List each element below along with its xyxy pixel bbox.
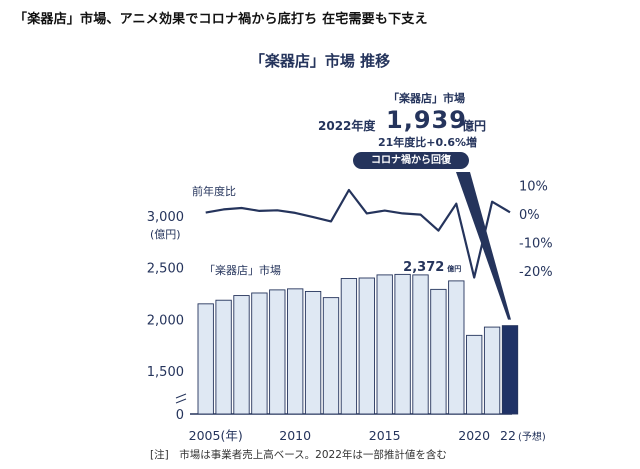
left-axis-tick: 2,000 — [147, 313, 184, 328]
line-series-label: 前年度比 — [192, 184, 236, 198]
chart-title: 「楽器店」市場 推移 — [249, 52, 391, 70]
annotation-unit: 億円 — [462, 119, 487, 133]
bar-2016 — [394, 273, 411, 415]
right-axis-tick: -10% — [519, 237, 553, 252]
x-tick-label: 22 — [500, 428, 516, 443]
bar-2019 — [448, 280, 465, 415]
bar-2017 — [412, 274, 429, 415]
footnote: [注] 市場は事業者売上高ベース。2022年は一部推計値を含む — [150, 449, 447, 461]
bar-2011 — [304, 290, 322, 415]
bar-2013 — [340, 278, 358, 415]
annotation-value: 1,939 — [386, 106, 467, 134]
bar-2007 — [233, 295, 250, 415]
bar-series-label: 「楽器店」市場 — [204, 263, 281, 277]
x-tick-label: 2020 — [458, 428, 490, 443]
left-axis-tick: 3,000 — [147, 210, 184, 225]
annotation-year: 2022年度 — [318, 119, 376, 133]
axis-break-mark — [175, 393, 187, 399]
bar-2010 — [287, 288, 304, 415]
recovery-arrow — [456, 172, 511, 320]
right-axis-tick: 10% — [519, 179, 548, 194]
x-tick-label: (予想) — [518, 430, 546, 443]
yoy-line — [205, 188, 511, 279]
x-tick-label: 2005(年) — [189, 428, 243, 443]
right-axis-tick: 0% — [519, 208, 540, 223]
bar-2005 — [197, 303, 214, 415]
bar-2022 — [501, 325, 519, 415]
bar-2012 — [322, 297, 340, 415]
left-axis-tick: 1,500 — [147, 365, 184, 380]
bar-2015 — [376, 274, 393, 415]
bar-2014 — [358, 277, 375, 415]
headline: 「楽器店」市場、アニメ効果でコロナ禍から底打ち 在宅需要も下支え — [14, 12, 428, 27]
value-label-2019: 2,372 — [403, 260, 444, 275]
bar-2006 — [215, 299, 232, 415]
left-axis-tick: 2,500 — [147, 262, 184, 277]
right-axis-tick: -20% — [519, 265, 553, 280]
bar-2008 — [251, 292, 268, 415]
x-tick-label: 2010 — [279, 428, 311, 443]
bar-2009 — [269, 289, 286, 415]
value-label-unit: 億円 — [447, 264, 461, 273]
bar-2018 — [430, 288, 447, 415]
axis-break-mark — [175, 398, 187, 404]
bar-2021 — [483, 326, 501, 415]
annotation-label: 「楽器店」市場 — [388, 92, 465, 105]
left-axis-unit: (億円) — [150, 228, 181, 241]
bar-2020 — [466, 334, 483, 415]
x-tick-label: 2015 — [369, 428, 401, 443]
annotation-change: 21年度比+0.6%増 — [378, 136, 478, 149]
left-axis-tick: 0 — [176, 408, 184, 423]
recovery-badge: コロナ禍から回復 — [353, 152, 469, 169]
